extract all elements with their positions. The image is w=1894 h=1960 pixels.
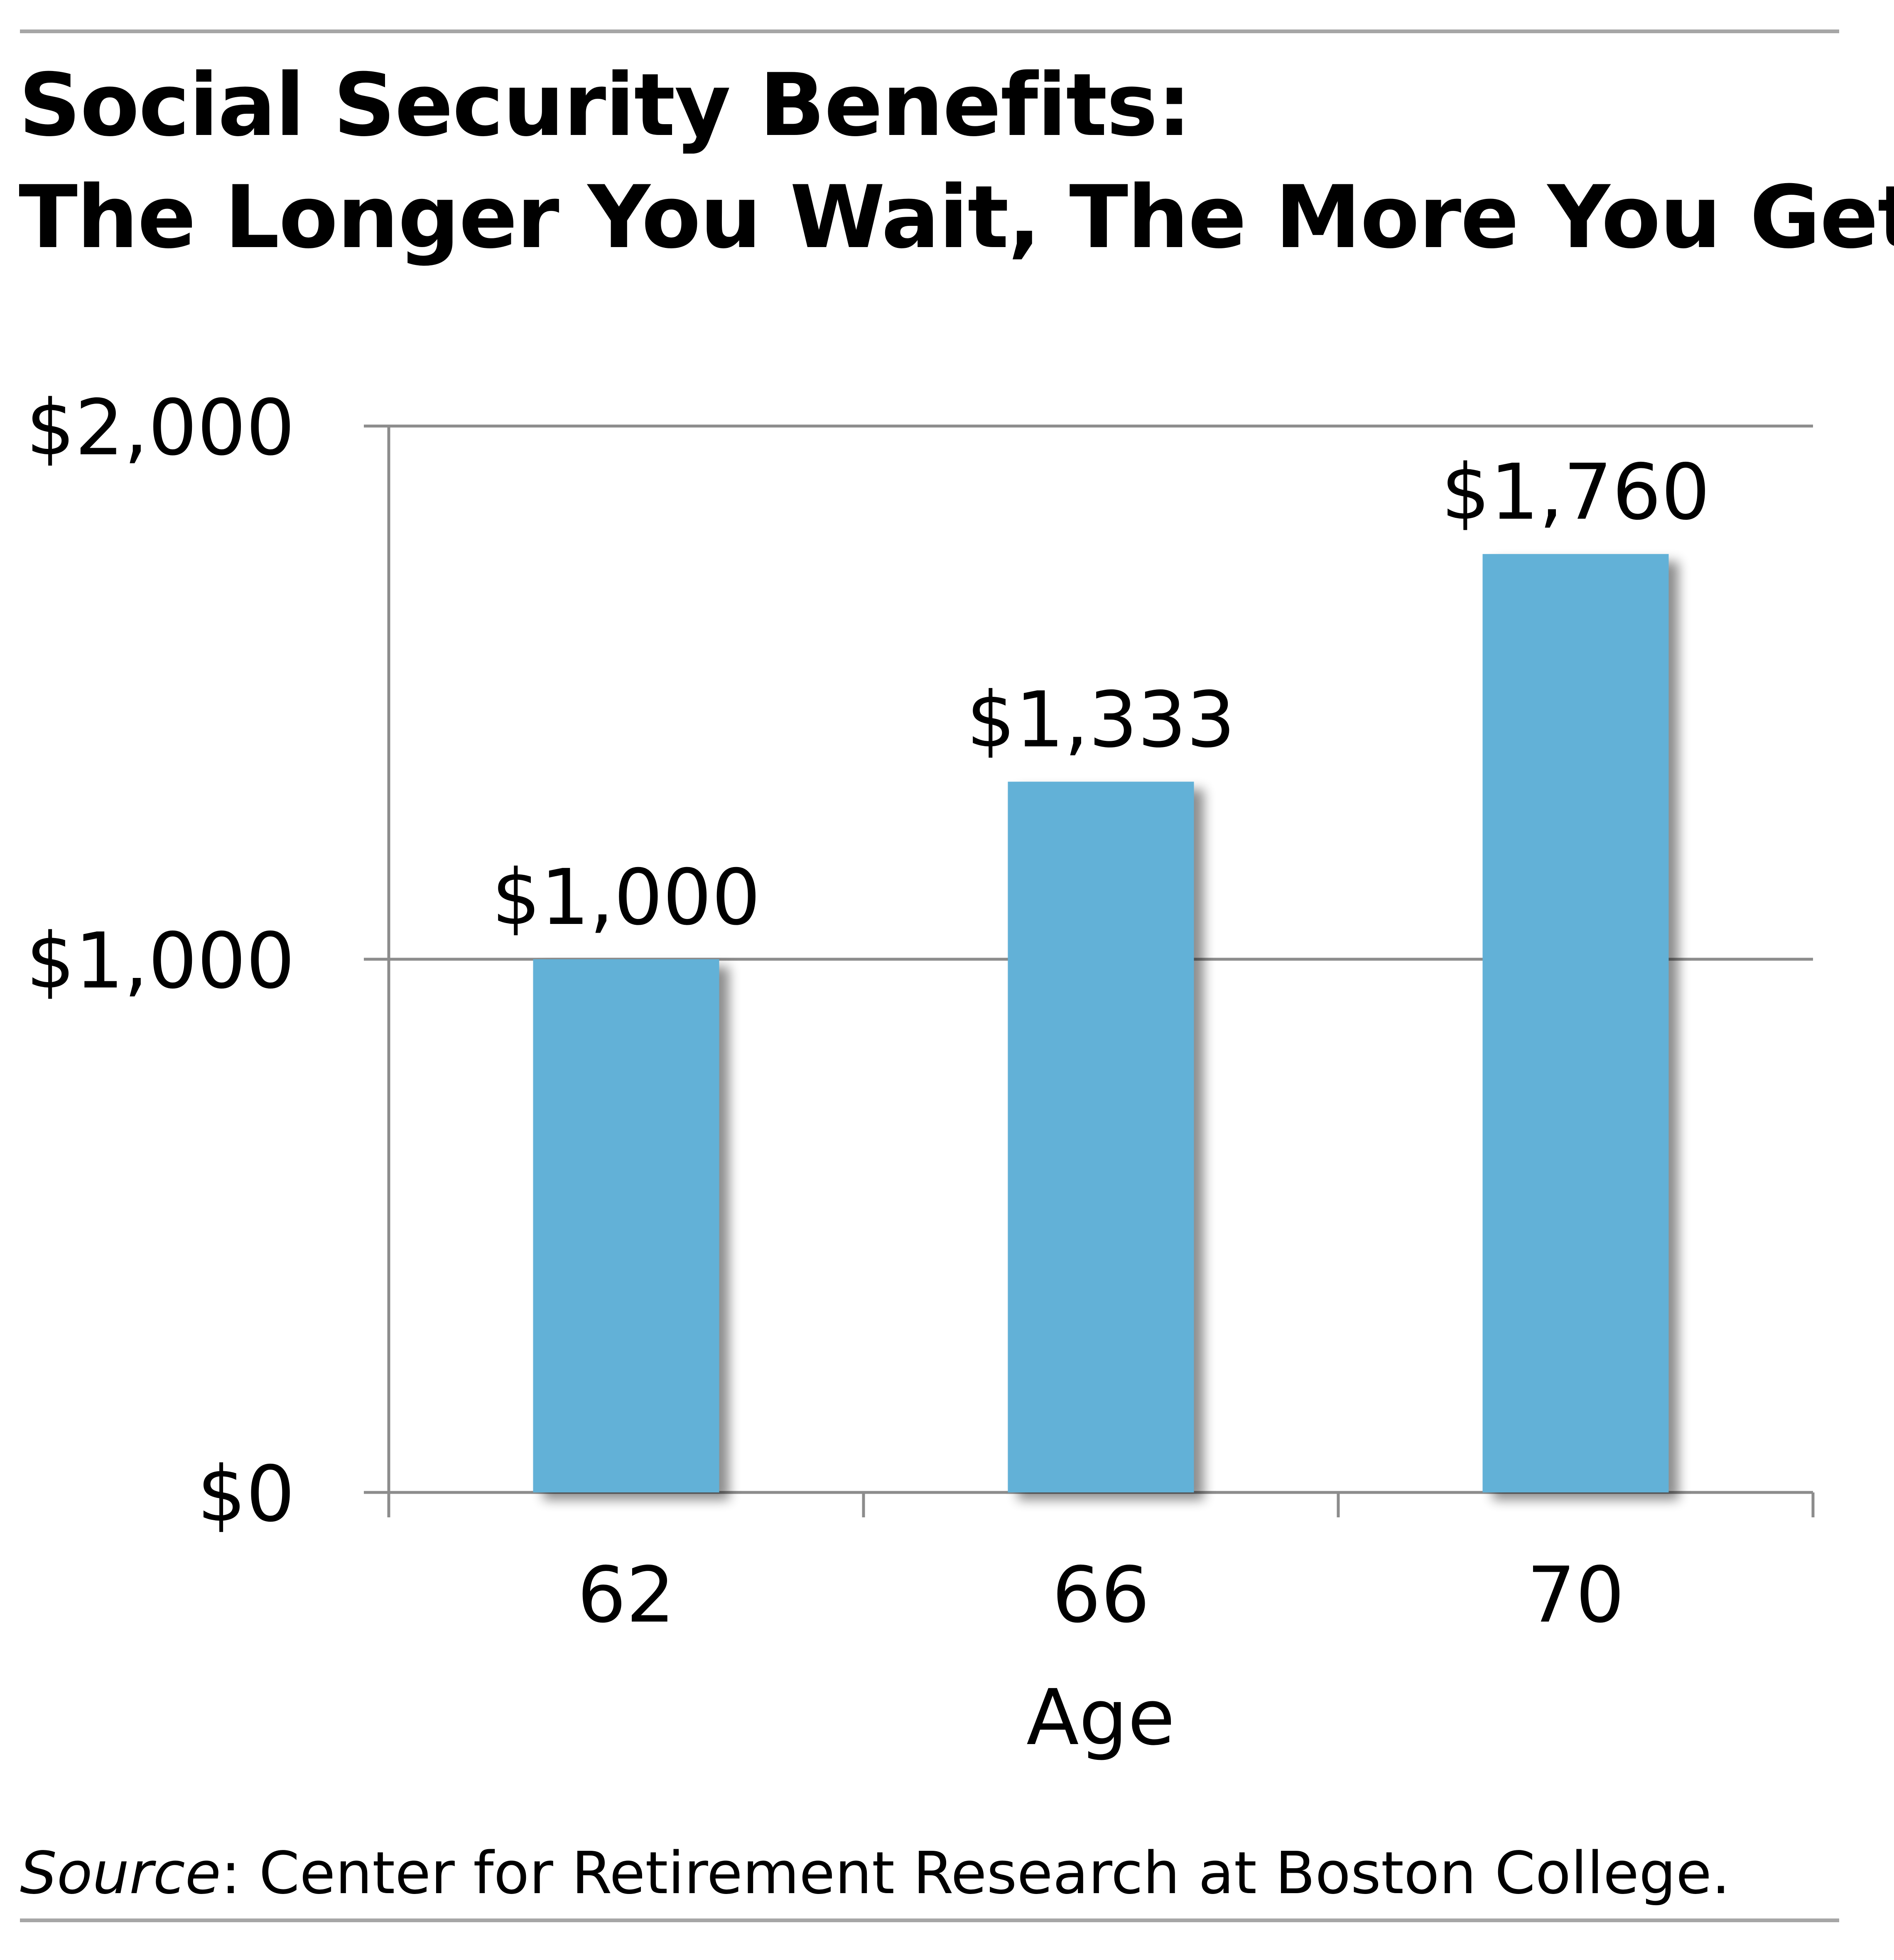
source-label: Source <box>20 1840 221 1907</box>
bar-66 <box>1008 782 1194 1492</box>
title-line-1: Social Security Benefits: <box>19 55 1192 156</box>
data-label: $1,760 <box>1441 447 1710 537</box>
bar-70 <box>1482 554 1669 1492</box>
x-tick-label: 70 <box>1527 1550 1624 1640</box>
x-axis-label: Age <box>1026 1673 1175 1762</box>
bottom-rule <box>20 1918 1839 1922</box>
bar-62 <box>533 959 719 1492</box>
x-tick-label: 62 <box>577 1550 675 1640</box>
y-tick-label: $1,000 <box>26 916 295 1006</box>
data-label: $1,000 <box>492 853 761 942</box>
y-tick-label: $0 <box>197 1449 295 1539</box>
data-label: $1,333 <box>967 675 1235 764</box>
top-rule <box>20 29 1839 33</box>
x-tick-label: 66 <box>1052 1550 1150 1640</box>
source-note: Source: Center for Retirement Research a… <box>20 1840 1730 1907</box>
title-line-2: The Longer You Wait, The More You Get <box>19 167 1894 268</box>
y-tick-label: $2,000 <box>26 383 295 473</box>
source-text: : Center for Retirement Research at Bost… <box>221 1840 1730 1907</box>
